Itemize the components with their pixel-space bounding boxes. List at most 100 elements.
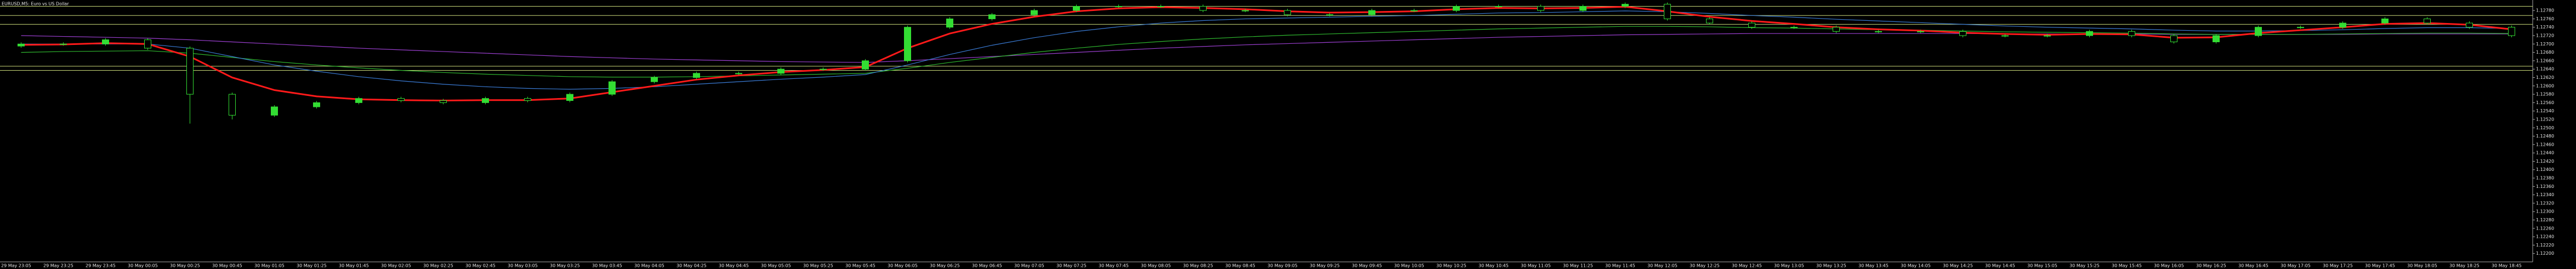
y-tick-label: 1.12520 — [2536, 117, 2554, 122]
candle-body — [2508, 27, 2515, 36]
x-tick-label: 30 May 00:45 — [212, 264, 242, 268]
y-tick-label: 1.12200 — [2536, 251, 2554, 256]
x-tick-label: 30 May 10:05 — [1394, 264, 1424, 268]
x-tick-label: 30 May 00:05 — [128, 264, 158, 268]
y-tick-label: 1.12580 — [2536, 92, 2554, 97]
x-tick-label: 30 May 10:25 — [1436, 264, 1466, 268]
x-tick-label: 30 May 02:05 — [381, 264, 411, 268]
y-tick-label: 1.12620 — [2536, 75, 2554, 80]
x-tick-label: 29 May 23:25 — [43, 264, 73, 268]
candle-body — [1748, 22, 1755, 28]
x-tick-label: 30 May 07:25 — [1056, 264, 1087, 268]
x-tick-label: 30 May 18:45 — [2492, 264, 2522, 268]
candle-body — [988, 14, 996, 19]
x-tick-label: 30 May 08:45 — [1225, 264, 1255, 268]
candle-body — [777, 68, 784, 74]
candle-body — [313, 102, 320, 107]
x-tick-label: 30 May 04:45 — [719, 264, 749, 268]
x-tick-label: 30 May 16:45 — [2238, 264, 2268, 268]
candle-body — [2086, 31, 2093, 36]
candle-body — [1073, 5, 1080, 11]
candle-body — [482, 98, 489, 103]
y-tick-label: 1.12480 — [2536, 134, 2554, 139]
x-tick-label: 30 May 07:45 — [1099, 264, 1129, 268]
x-tick-label: 30 May 08:05 — [1141, 264, 1171, 268]
y-tick-label: 1.12700 — [2536, 42, 2554, 47]
x-tick-label: 30 May 07:05 — [1014, 264, 1044, 268]
candle-body — [1959, 31, 1966, 36]
x-tick-label: 30 May 17:45 — [2365, 264, 2395, 268]
x-tick-label: 30 May 04:05 — [634, 264, 664, 268]
candle-body — [1664, 4, 1671, 19]
y-tick-label: 1.12400 — [2536, 167, 2554, 172]
x-tick-label: 30 May 10:45 — [1479, 264, 1509, 268]
x-tick-label: 30 May 08:25 — [1183, 264, 1213, 268]
y-tick-label: 1.12300 — [2536, 209, 2554, 214]
x-tick-label: 30 May 16:25 — [2196, 264, 2226, 268]
candle-body — [2213, 35, 2220, 42]
y-tick-label: 1.12320 — [2536, 201, 2554, 205]
x-tick-label: 30 May 12:25 — [1690, 264, 1720, 268]
x-tick-label: 30 May 09:25 — [1310, 264, 1340, 268]
candle-body — [1917, 31, 1924, 32]
candle-body — [1284, 10, 1291, 15]
candle-body — [2424, 18, 2431, 24]
candle-body — [271, 106, 278, 116]
x-tick-label: 30 May 15:25 — [2069, 264, 2100, 268]
moving-average — [21, 26, 2512, 78]
candle-body — [2381, 18, 2389, 24]
x-tick-label: 30 May 14:05 — [1901, 264, 1931, 268]
y-tick-label: 1.12500 — [2536, 125, 2554, 130]
y-tick-label: 1.12440 — [2536, 151, 2554, 156]
x-tick-label: 30 May 14:25 — [1943, 264, 1973, 268]
y-tick-label: 1.12280 — [2536, 218, 2554, 222]
y-tick-label: 1.12740 — [2536, 25, 2554, 30]
x-tick-label: 30 May 13:05 — [1774, 264, 1804, 268]
candle-body — [651, 77, 658, 82]
candle-body — [2128, 31, 2135, 36]
candle-body — [1199, 5, 1207, 11]
y-tick-label: 1.12720 — [2536, 33, 2554, 38]
candle-body — [524, 98, 531, 101]
candle-body — [1706, 18, 1713, 24]
x-tick-label: 30 May 15:45 — [2112, 264, 2142, 268]
y-tick-label: 1.12680 — [2536, 50, 2554, 55]
x-tick-label: 30 May 15:05 — [2027, 264, 2057, 268]
x-tick-label: 29 May 23:45 — [86, 264, 116, 268]
x-tick-label: 30 May 03:25 — [550, 264, 580, 268]
y-tick-label: 1.12560 — [2536, 100, 2554, 105]
candle-body — [1368, 10, 1375, 15]
x-tick-label: 30 May 09:45 — [1352, 264, 1382, 268]
candle-body — [186, 48, 194, 95]
candle-body — [440, 100, 447, 103]
candle-body — [862, 60, 869, 70]
y-tick-label: 1.12540 — [2536, 108, 2554, 113]
x-tick-label: 30 May 18:05 — [2407, 264, 2437, 268]
candle-body — [1537, 5, 1544, 11]
y-tick-label: 1.12660 — [2536, 58, 2554, 63]
candle-body — [1579, 5, 1586, 11]
candle-body — [1157, 5, 1164, 7]
candle-body — [102, 39, 109, 44]
candle-body — [820, 68, 827, 70]
candle-body — [397, 98, 405, 101]
y-tick-label: 1.12220 — [2536, 243, 2554, 248]
x-tick-label: 30 May 04:25 — [676, 264, 707, 268]
candle-body — [2297, 27, 2304, 28]
x-tick-label: 30 May 06:45 — [972, 264, 1002, 268]
candle-body — [1411, 10, 1418, 12]
candle-body — [18, 43, 25, 47]
candle-body — [1242, 10, 1249, 12]
x-tick-label: 30 May 11:05 — [1521, 264, 1551, 268]
x-tick-label: 30 May 12:05 — [1647, 264, 1677, 268]
candle-body — [566, 94, 573, 101]
candle-body — [693, 73, 700, 78]
moving-average — [21, 10, 2512, 90]
candle-body — [1833, 27, 1840, 32]
y-tick-label: 1.12380 — [2536, 176, 2554, 181]
x-tick-label: 30 May 01:25 — [297, 264, 327, 268]
candle-body — [735, 73, 742, 75]
candle-body — [1495, 5, 1502, 7]
